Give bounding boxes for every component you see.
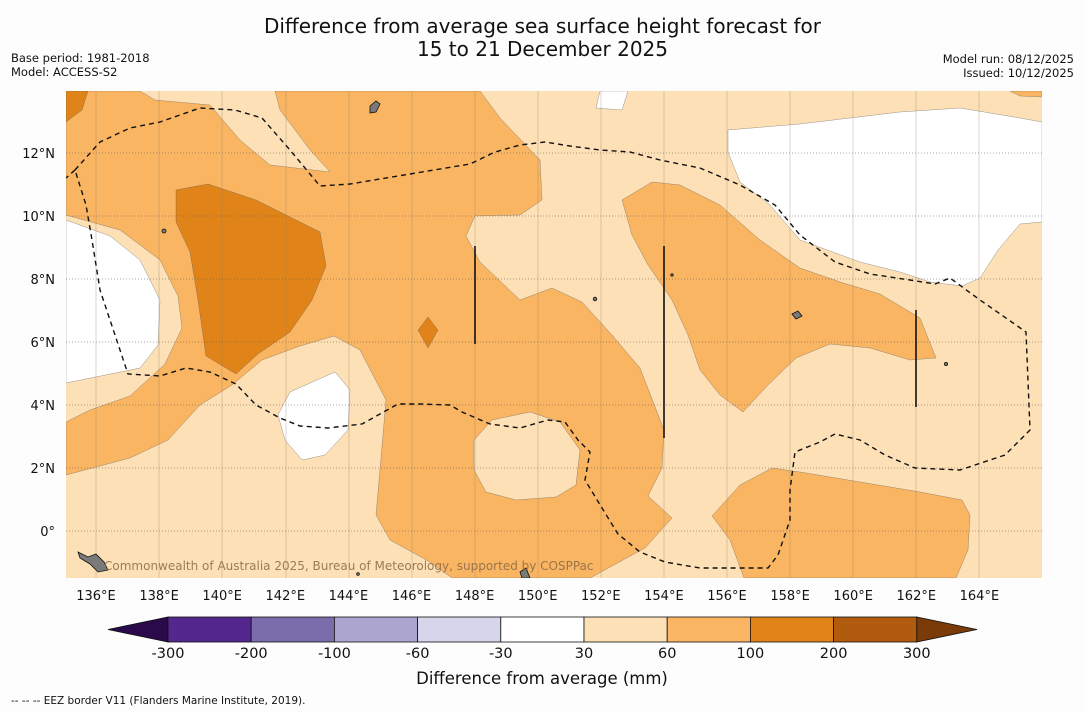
title-line-1: Difference from average sea surface heig… [263,14,822,38]
neutral-region [277,371,351,461]
lon-label: 158°E [770,589,810,604]
lon-label: 160°E [833,589,873,604]
lon-label: 138°E [139,589,179,604]
eez-border [66,107,1031,569]
base-period: Base period: 1981-2018 [11,51,150,65]
colorbar-swatch [500,616,585,643]
lon-label: 144°E [329,589,369,604]
anomaly-band-60-100 [1009,91,1042,98]
islands [77,100,949,578]
anomaly-band-100-200 [66,91,89,123]
colorbar-swatch [666,616,751,643]
colorbar-tick: -100 [318,646,351,662]
lon-label: 148°E [455,589,495,604]
colorbar-swatch [167,616,252,643]
lon-label: 142°E [266,589,306,604]
anomaly-band-60-100 [621,181,937,413]
lon-label: 154°E [644,589,684,604]
colorbar-swatch [583,616,668,643]
lon-label: 152°E [581,589,621,604]
colorbar-tick: -200 [235,646,268,662]
lon-label: 162°E [897,589,937,604]
lat-label: 6°N [31,336,56,351]
colorbar [107,616,978,643]
lat-label: 4°N [31,399,56,414]
colorbar-tick: 300 [903,646,931,662]
colorbar-swatch [833,616,918,643]
colorbar-tick: -60 [406,646,430,662]
issued-date: Issued: 10/12/2025 [963,66,1074,80]
meridians [95,91,980,578]
lon-label: 156°E [707,589,747,604]
colorbar-tick: -30 [489,646,513,662]
model-run: Model run: 08/12/2025 [942,52,1074,66]
lon-label: 136°E [76,589,116,604]
graticule [66,152,1042,532]
model-name: Model: ACCESS-S2 [11,65,118,79]
colorbar-tick: 100 [737,646,765,662]
anomaly-band-100-200 [175,183,327,375]
copyright-watermark: Commonwealth of Australia 2025, Bureau o… [104,559,594,573]
lat-label: 12°N [22,147,55,162]
map-title: Difference from average sea surface heig… [0,15,1085,61]
lon-label: 164°E [960,589,1000,604]
colorbar-tick: -300 [152,646,185,662]
colorbar-swatch [417,616,502,643]
lat-label: 8°N [31,273,56,288]
meta-right: Model run: 08/12/2025 Issued: 10/12/2025 [943,52,1074,80]
anomaly-band-30-60 [473,411,581,501]
colorbar-swatch [750,616,835,643]
neutral-region [595,91,629,111]
eez-legend: -- -- -- EEZ border V11 (Flanders Marine… [11,695,306,707]
colorbar-extend-low [107,616,169,643]
lat-label: 10°N [22,210,55,225]
lon-label: 150°E [518,589,558,604]
colorbar-tick: 60 [658,646,676,662]
colorbar-label: Difference from average (mm) [416,669,668,688]
anomaly-band-60-100 [711,467,971,578]
colorbar-swatch [250,616,335,643]
title-line-2: 15 to 21 December 2025 [416,37,668,61]
latitude-labels: 12°N 10°N 8°N 6°N 4°N 2°N 0° [22,147,55,540]
anomaly-band-100-200 [417,316,439,349]
reference-lines [474,246,917,438]
lat-label: 0° [40,525,55,540]
map-area: Commonwealth of Australia 2025, Bureau o… [66,91,1042,578]
lat-label: 2°N [31,462,56,477]
colorbar-tick: 200 [820,646,848,662]
colorbar-swatch [333,616,418,643]
meta-left: Base period: 1981-2018 Model: ACCESS-S2 [11,51,150,79]
lon-label: 140°E [202,589,242,604]
longitude-labels: 136°E 138°E 140°E 142°E 144°E 146°E 148°E 150°E… [76,589,999,604]
lon-label: 146°E [392,589,432,604]
colorbar-extend-high [916,616,978,643]
colorbar-tick: 30 [575,646,593,662]
neutral-region [727,107,1042,287]
colorbar-tick-labels: -300 -200 -100 -60 -30 30 60 100 200 300 [152,646,931,662]
